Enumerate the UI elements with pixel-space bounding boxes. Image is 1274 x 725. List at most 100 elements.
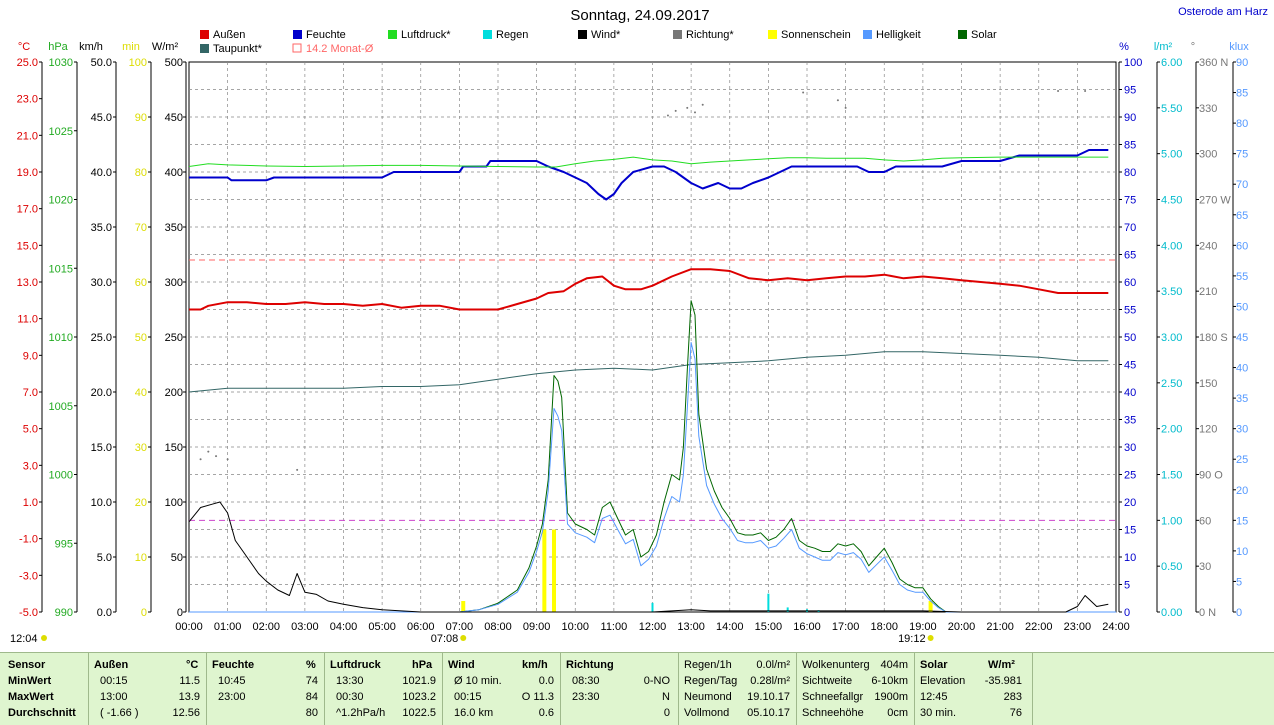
rain-stat-value: 19.10.17 (747, 691, 790, 703)
rain-stat-key: Regen/1h (684, 659, 732, 671)
direction-axis-unit: ° (1191, 41, 1195, 53)
x-tick-label: 01:00 (214, 621, 242, 633)
stats-cell-feuchte-v: 74 (305, 675, 318, 687)
humidity-tick-label: 20 (1124, 497, 1136, 509)
humidity-tick-label: 5 (1124, 580, 1130, 592)
legend-label: Außen (213, 29, 245, 41)
humidity-tick-label: 95 (1124, 85, 1136, 97)
direction-tick-label: 0 N (1199, 607, 1216, 619)
current-time-label: 12:04 (10, 633, 38, 645)
x-tick-label: 02:00 (252, 621, 280, 633)
x-tick-label: 23:00 (1064, 621, 1092, 633)
humidity-tick-label: 100 (1124, 57, 1142, 69)
legend-swatch (292, 43, 302, 53)
stats-header-wind: Wind (448, 659, 475, 671)
direction-tick-label: 210 (1199, 286, 1217, 298)
rain-tick-label: 4.50 (1161, 195, 1182, 207)
wind-tick-label: 50.0 (91, 57, 112, 69)
direction-point (693, 111, 696, 114)
sunmin-tick-label: 0 (141, 607, 147, 619)
stats-header-feuchte: Feuchte (212, 659, 255, 671)
humidity-tick-label: 55 (1124, 305, 1136, 317)
sunmin-tick-label: 60 (135, 277, 147, 289)
sunmin-tick-label: 70 (135, 222, 147, 234)
direction-point (1057, 90, 1060, 93)
cloud-stat-key: Wolkenunterg (802, 659, 870, 671)
lux-tick-label: 70 (1236, 179, 1248, 191)
stats-cell-aussen-v: 11.5 (179, 675, 200, 687)
legend-item: Regen (483, 29, 528, 41)
sunmin-axis-unit: min (122, 41, 140, 53)
direction-point (844, 106, 847, 109)
stats-cell-wind-v: 0.6 (538, 707, 554, 719)
lux-tick-label: 60 (1236, 240, 1248, 252)
sunset-icon (927, 635, 934, 641)
legend-swatch (863, 30, 872, 39)
temp-tick-label: 5.0 (23, 424, 38, 436)
stats-cell-wind-v: O 11.3 (521, 691, 554, 703)
direction-tick-label: 180 S (1199, 332, 1228, 344)
temp-tick-label: 15.0 (17, 240, 38, 252)
bar-sonnenschein (461, 601, 466, 612)
stats-cell-druck-v: 1022.5 (402, 707, 436, 719)
rain-tick-label: 0.00 (1161, 607, 1182, 619)
bar-sonnenschein (552, 529, 557, 612)
humidity-tick-label: 65 (1124, 250, 1136, 262)
x-tick-label: 14:00 (716, 621, 744, 633)
direction-point (666, 114, 669, 117)
stats-header-richtung: Richtung (566, 659, 614, 671)
axes: 00:00 01:00 02:00 03:00 04:00 05:00 06:00 07:00… (17, 41, 1250, 633)
x-tick-label: 00:00 (175, 621, 203, 633)
cloud-stat-value: 404m (880, 659, 908, 671)
direction-tick-label: 150 (1199, 378, 1217, 390)
humidity-tick-label: 30 (1124, 442, 1136, 454)
x-tick-label: 06:00 (407, 621, 435, 633)
direction-point (215, 455, 218, 458)
pressure-tick-label: 990 (55, 607, 73, 619)
stats-cell-aussen-t: 00:15 (100, 675, 128, 687)
temp-axis-unit: °C (18, 41, 30, 53)
lux-tick-label: 45 (1236, 332, 1248, 344)
wind-tick-label: 40.0 (91, 167, 112, 179)
lux-tick-label: 10 (1236, 546, 1248, 558)
rain-tick-label: 0.50 (1161, 561, 1182, 573)
humidity-tick-label: 0 (1124, 607, 1130, 619)
wind-tick-label: 0.0 (97, 607, 112, 619)
wind-tick-label: 5.0 (97, 552, 112, 564)
legend-swatch (673, 30, 682, 39)
direction-tick-label: 120 (1199, 424, 1217, 436)
x-tick-label: 08:00 (484, 621, 512, 633)
pressure-axis-unit: hPa (48, 41, 68, 53)
legend-item: Helligkeit (863, 29, 921, 41)
temp-tick-label: 17.0 (17, 204, 38, 216)
wind-tick-label: 20.0 (91, 387, 112, 399)
lux-tick-label: 85 (1236, 88, 1248, 100)
bar-regen (651, 602, 654, 612)
temp-tick-label: 21.0 (17, 130, 38, 142)
direction-point (701, 103, 704, 106)
temp-tick-label: 25.0 (17, 57, 38, 69)
x-tick-label: 19:00 (909, 621, 937, 633)
series-line-luftdruck (188, 156, 1109, 168)
legend-label: 14.2 Monat-Ø (306, 43, 374, 55)
humidity-tick-label: 15 (1124, 525, 1136, 537)
rain-stat-key: Vollmond (684, 707, 730, 719)
rain-stat-value: 0.0l/m² (756, 659, 790, 671)
humidity-tick-label: 80 (1124, 167, 1136, 179)
solar-tick-label: 350 (165, 222, 183, 234)
stats-cell-feuchte-v: 84 (305, 691, 318, 703)
legend-item: Sonnenschein (768, 29, 851, 41)
stats-header-solar-unit: W/m² (988, 659, 1015, 671)
stats-cell-richt-t: 08:30 (572, 675, 600, 687)
legend-item: Außen (200, 29, 245, 41)
stats-cell-druck-t: 13:30 (336, 675, 364, 687)
legend-swatch (768, 30, 777, 39)
legend-label: Helligkeit (876, 29, 921, 41)
x-tick-label: 17:00 (832, 621, 860, 633)
sun-icon (41, 635, 47, 641)
legend-label: Regen (496, 29, 528, 41)
legend-label: Taupunkt* (213, 43, 263, 55)
temp-tick-label: 19.0 (17, 167, 38, 179)
x-tick-label: 10:00 (561, 621, 589, 633)
lux-axis-unit: klux (1229, 41, 1249, 53)
